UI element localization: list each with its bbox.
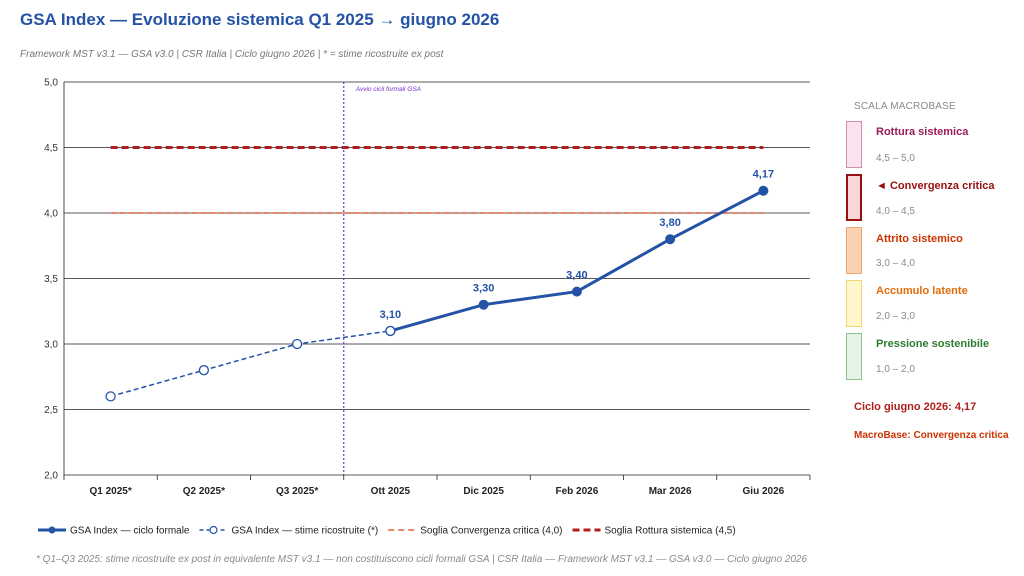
legend-label: GSA Index — ciclo formale xyxy=(70,526,190,537)
y-tick-label: 3,5 xyxy=(44,274,58,285)
y-tick-label: 2,0 xyxy=(44,471,58,482)
data-point-formal xyxy=(385,325,396,337)
y-tick-label: 4,0 xyxy=(44,209,58,220)
data-point-estimate xyxy=(198,365,210,376)
annotation-label: Avvio cicli formali GSA xyxy=(355,86,421,93)
x-tick-label: Ott 2025 xyxy=(371,486,411,497)
band-range-rottura: 4,5 – 5,0 xyxy=(876,153,915,164)
band-swatch-convergenza xyxy=(846,174,862,221)
data-point-estimate xyxy=(291,338,303,350)
band-swatch-accumulo xyxy=(846,280,862,327)
legend-marker xyxy=(209,525,218,535)
chart-title: GSA Index — Evoluzione sistemica Q1 2025… xyxy=(20,10,500,29)
cycle-value: Ciclo giugno 2026: 4,17 xyxy=(854,401,977,413)
y-tick-label: 4,5 xyxy=(44,143,58,154)
x-tick-label: Q1 2025* xyxy=(89,486,131,497)
legend-label: Soglia Convergenza critica (4,0) xyxy=(420,526,562,537)
y-tick-label: 5,0 xyxy=(44,78,58,89)
data-point-formal xyxy=(758,185,769,196)
x-tick-label: Mar 2026 xyxy=(649,486,692,497)
band-range-pressione: 1,0 – 2,0 xyxy=(876,364,915,375)
band-range-attrito: 3,0 – 4,0 xyxy=(876,258,915,269)
band-name-pressione: Pressione sostenibile xyxy=(876,338,990,350)
data-label: 3,40 xyxy=(566,270,587,282)
y-tick-label: 3,0 xyxy=(44,340,58,351)
x-tick-label: Q2 2025* xyxy=(183,486,225,497)
gsa-line-chart: 2,0 2,5 3,0 3,5 4,0 4,5 5,0 Q1 2025* Q2 2025* Q3 … xyxy=(38,78,811,537)
legend-marker xyxy=(48,526,56,534)
data-point-formal xyxy=(665,234,676,245)
band-range-accumulo: 2,0 – 3,0 xyxy=(876,311,915,322)
footnote: * Q1–Q3 2025: stime ricostruite ex post … xyxy=(36,554,808,565)
data-label: 3,80 xyxy=(659,217,680,229)
data-label: 3,10 xyxy=(380,309,401,321)
scale-heading: SCALA MACROBASE xyxy=(854,101,956,112)
data-label: 4,17 xyxy=(753,169,774,181)
data-point-formal xyxy=(478,299,489,310)
band-swatch-pressione xyxy=(846,333,862,380)
band-name-accumulo: Accumulo latente xyxy=(876,285,968,297)
series-line-formal xyxy=(389,189,765,333)
x-tick-label: Dic 2025 xyxy=(463,486,504,497)
legend-label: GSA Index — stime ricostruite (*) xyxy=(232,526,379,537)
chart-subtitle: Framework MST v3.1 — GSA v3.0 | CSR Ital… xyxy=(20,49,444,60)
band-range-convergenza: 4,0 – 4,5 xyxy=(876,206,915,217)
data-point-estimate xyxy=(105,391,116,402)
y-tick-label: 2,5 xyxy=(44,405,58,416)
band-swatch-rottura xyxy=(846,121,862,168)
band-swatch-attrito xyxy=(846,227,862,274)
series-line-estimates xyxy=(110,330,391,398)
cycle-status: MacroBase: Convergenza critica xyxy=(854,430,1009,441)
macrobase-scale-panel: SCALA MACROBASE Rottura sistemica 4,5 – … xyxy=(842,0,1022,470)
band-name-convergenza: ◄ Convergenza critica xyxy=(876,180,995,192)
band-name-attrito: Attrito sistemico xyxy=(876,233,963,245)
data-label: 3,30 xyxy=(473,283,494,295)
x-tick-label: Q3 2025* xyxy=(276,486,318,497)
data-point-formal xyxy=(571,286,582,297)
x-tick-label: Giu 2026 xyxy=(743,486,785,497)
x-tick-label: Feb 2026 xyxy=(555,486,598,497)
band-name-rottura: Rottura sistemica xyxy=(876,126,969,138)
legend-label: Soglia Rottura sistemica (4,5) xyxy=(605,526,736,537)
